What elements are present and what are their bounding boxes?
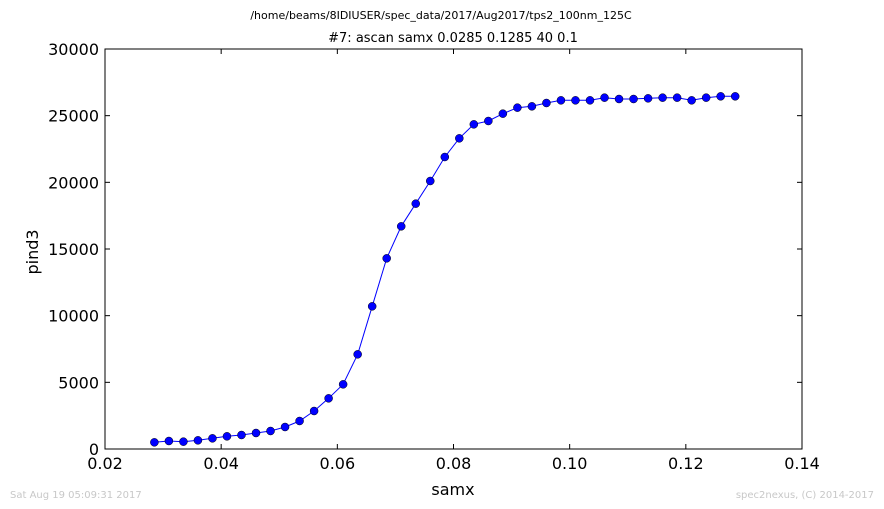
data-point: [658, 93, 667, 102]
data-point: [716, 92, 725, 101]
data-point: [687, 96, 696, 105]
x-axis-label: samx: [431, 480, 474, 499]
data-point: [396, 222, 406, 231]
data-point: [382, 254, 391, 263]
data-point: [411, 199, 420, 208]
x-tick-label: 0.08: [436, 454, 472, 473]
data-point: [150, 438, 159, 447]
plot-area: 0.02 0.04 0.06 0.08 0.10 0.12 0.14 0 5000 10000 15…: [48, 40, 820, 473]
data-point: [498, 109, 508, 118]
data-point: [222, 432, 232, 441]
y-tick-label: 0: [89, 440, 99, 459]
y-tick-label: 30000: [48, 40, 99, 59]
x-tick-label: 0.12: [668, 454, 704, 473]
y-tick-label: 5000: [58, 373, 99, 392]
data-point: [251, 428, 261, 438]
data-point: [164, 436, 174, 446]
y-tick-label: 20000: [48, 173, 99, 192]
data-point: [701, 93, 711, 102]
data-point: [324, 394, 333, 403]
data-point: [484, 116, 493, 126]
data-point: [338, 380, 348, 389]
y-tick-label: 10000: [48, 307, 99, 326]
data-point: [440, 152, 450, 162]
y-tick-label: 25000: [48, 107, 99, 126]
data-point: [367, 302, 377, 311]
x-tick-label: 0.10: [552, 454, 588, 473]
data-point: [353, 350, 362, 359]
data-point: [542, 98, 551, 108]
data-point: [295, 416, 304, 426]
data-point: [527, 102, 537, 111]
data-point: [237, 430, 246, 440]
data-point: [266, 426, 275, 436]
data-point: [571, 96, 580, 105]
y-axis-label: pind3: [23, 229, 42, 274]
data-point: [600, 93, 609, 102]
data-point: [629, 94, 638, 104]
data-point: [426, 176, 435, 186]
data-point: [614, 94, 624, 104]
y-tick-label: 15000: [48, 240, 99, 259]
x-tick-label: 0.04: [203, 454, 239, 473]
x-tick-label: 0.02: [87, 454, 123, 473]
data-point: [585, 96, 595, 105]
data-point: [208, 434, 217, 443]
x-tick-label: 0.14: [784, 454, 820, 473]
data-point: [309, 406, 319, 416]
data-point: [469, 120, 479, 129]
data-point: [179, 437, 188, 446]
data-point: [556, 96, 566, 105]
data-point: [730, 92, 740, 101]
plot-frame: [104, 48, 803, 450]
data-point: [513, 103, 522, 112]
footer-credit: spec2nexus, (C) 2014-2017: [736, 490, 874, 501]
footer-timestamp: Sat Aug 19 05:09:31 2017: [10, 490, 142, 501]
x-tick-label: 0.06: [320, 454, 356, 473]
data-point: [455, 134, 464, 143]
data-point: [643, 94, 653, 103]
data-point: [672, 93, 682, 102]
data-point: [193, 436, 203, 445]
chart-title: #7: ascan samx 0.0285 0.1285 40 0.1: [328, 31, 578, 46]
data-point: [280, 422, 290, 432]
series-line: [154, 95, 736, 443]
chart-suptitle: /home/beams/8IDIUSER/spec_data/2017/Aug2…: [250, 9, 632, 22]
